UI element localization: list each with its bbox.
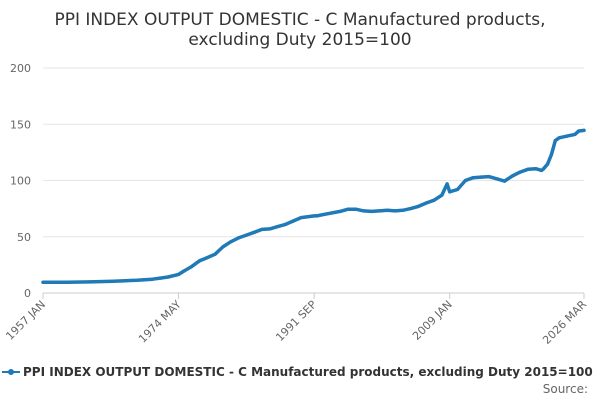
series-point <box>362 209 366 213</box>
series-point <box>526 167 530 171</box>
series-point <box>416 204 420 208</box>
series-point <box>221 245 225 249</box>
series-point <box>315 214 319 218</box>
x-tick-label: 2009 JAN <box>410 298 455 343</box>
chart-title-line-2: excluding Duty 2015=100 <box>188 30 411 50</box>
legend-label: PPI INDEX OUTPUT DOMESTIC - C Manufactur… <box>23 365 593 379</box>
y-tick-label: 0 <box>24 287 31 300</box>
x-tick-label: 1974 MAY <box>136 298 184 346</box>
series-point <box>260 227 264 231</box>
series-point <box>542 167 546 171</box>
series-point <box>41 280 45 284</box>
series-point <box>455 187 460 192</box>
series-point <box>445 182 449 186</box>
series-point <box>573 132 577 136</box>
series-point <box>487 175 491 179</box>
series-point <box>135 278 139 282</box>
series-point <box>545 162 550 166</box>
series-point <box>177 272 181 276</box>
series-point <box>495 177 499 181</box>
series-point <box>190 265 194 269</box>
series-point <box>401 208 405 212</box>
series-point <box>409 207 413 211</box>
series-point <box>312 214 316 218</box>
series-point <box>111 279 115 283</box>
series-point <box>291 219 295 223</box>
series-point <box>268 227 272 231</box>
chart-title: PPI INDEX OUTPUT DOMESTIC - C Manufactur… <box>54 10 545 50</box>
series-point <box>565 134 569 138</box>
series-point <box>338 209 342 213</box>
series-layer <box>41 128 586 285</box>
series-point <box>557 136 561 140</box>
series-point <box>502 179 507 183</box>
x-tick-label: 1957 JAN <box>3 298 48 343</box>
y-tick-label: 100 <box>10 175 31 188</box>
series-point <box>377 209 381 213</box>
series-point <box>236 236 241 240</box>
series-point <box>244 233 248 237</box>
series-point <box>197 259 201 263</box>
y-tick-label: 200 <box>10 62 31 75</box>
series-point <box>440 193 444 197</box>
source-label: Source: <box>543 382 588 396</box>
series-point <box>577 129 581 133</box>
series-point <box>424 201 428 205</box>
series-point <box>471 176 475 180</box>
x-tick-label: 2026 MAR <box>540 298 589 347</box>
series-point <box>158 276 162 280</box>
series-point <box>229 240 233 244</box>
series-point <box>510 174 514 178</box>
series-point <box>432 198 436 202</box>
series-point <box>150 277 155 281</box>
series-point <box>166 275 170 279</box>
x-axis-ticks: 1957 JAN 1974 MAY 1991 SEP 2009 JAN 2026 MAR <box>3 293 589 347</box>
legend[interactable]: PPI INDEX OUTPUT DOMESTIC - C Manufactur… <box>2 365 593 379</box>
series-point <box>385 208 389 212</box>
series-point <box>549 153 554 157</box>
series-point <box>213 252 217 256</box>
series-point <box>88 280 92 284</box>
x-tick-label: 1991 SEP <box>273 298 319 344</box>
series-point <box>479 175 483 179</box>
series-point <box>354 207 358 211</box>
series-point <box>323 212 327 216</box>
series-line <box>41 128 586 285</box>
y-tick-label: 50 <box>17 231 31 244</box>
series-point <box>64 280 69 284</box>
grid <box>43 67 584 238</box>
series-point <box>553 139 557 143</box>
series-point <box>276 225 280 229</box>
series-point <box>299 216 303 220</box>
series-point <box>463 178 467 183</box>
y-axis-ticks: 0 50 100 150 200 <box>10 62 31 300</box>
series-point <box>534 167 538 171</box>
series-point <box>283 222 288 226</box>
legend-marker-dot <box>8 369 14 375</box>
series-point <box>369 209 374 213</box>
chart-title-line-1: PPI INDEX OUTPUT DOMESTIC - C Manufactur… <box>54 10 545 30</box>
y-tick-label: 150 <box>10 118 31 131</box>
series-point <box>346 207 350 211</box>
series-point <box>182 269 186 273</box>
series-point <box>393 209 397 213</box>
series-point <box>448 190 452 194</box>
series-point <box>205 256 209 260</box>
series-point <box>582 128 586 132</box>
series-point <box>252 230 256 234</box>
series-point <box>518 170 522 174</box>
